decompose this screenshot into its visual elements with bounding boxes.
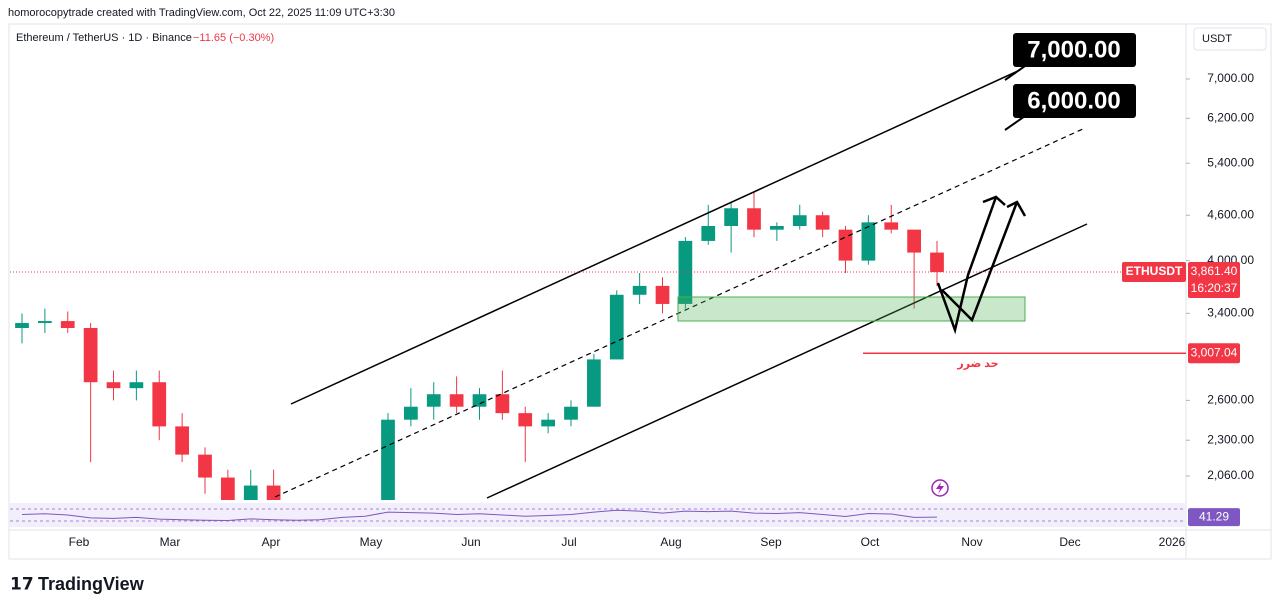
path-arrow (936, 196, 998, 335)
x-tick-label: Nov (961, 535, 982, 549)
candle-body (404, 406, 418, 420)
candle-body (792, 215, 807, 226)
candle-body (632, 285, 647, 295)
target-label: 7,000.00 (1027, 36, 1120, 63)
candle-body (83, 327, 98, 383)
candle-body (609, 294, 624, 360)
stop-text: حد ضرر (956, 358, 998, 370)
candles (15, 191, 944, 500)
channel-lower (486, 223, 1088, 499)
channel-mid (274, 127, 1086, 498)
candle-body (60, 321, 75, 328)
candle-body (221, 477, 235, 500)
logo-mark: 𝟭𝟳 (10, 574, 34, 593)
x-tick-label: Jun (461, 535, 480, 549)
x-tick-label: 2026 (1159, 535, 1186, 549)
candle-body (930, 252, 944, 273)
symbol: Ethereum / TetherUS · 1D · Binance (16, 32, 192, 44)
rsi-tag: 41.29 (1199, 509, 1229, 523)
y-tick-label: 3,400.00 (1207, 306, 1254, 320)
candle-body (884, 222, 899, 230)
countdown: 16:20:37 (1191, 281, 1238, 295)
price-tag-box (1188, 262, 1240, 299)
candle-body (106, 382, 121, 389)
candle-body (472, 394, 487, 407)
candle-body (495, 394, 510, 414)
x-tick-label: Mar (160, 535, 181, 549)
candle-body (587, 359, 601, 407)
y-tick-label: 6,200.00 (1207, 111, 1254, 125)
candle-body (770, 225, 784, 230)
candle-body (838, 229, 853, 261)
target-box (1013, 33, 1136, 67)
event-icon[interactable] (931, 479, 949, 497)
symbol-tag: ETHUSDT (1126, 264, 1183, 278)
y-tick-label: 2,300.00 (1207, 432, 1254, 446)
candle-body (518, 413, 533, 427)
x-tick-label: Feb (69, 535, 90, 549)
candle-body (152, 382, 167, 427)
currency-box[interactable] (1193, 27, 1267, 51)
candle-body (243, 485, 258, 500)
candle-body (449, 394, 464, 407)
target-box (1013, 84, 1136, 118)
path-arrow (941, 201, 1019, 323)
target-pointer (1004, 115, 1026, 131)
arrowhead (1006, 200, 1027, 217)
x-tick-label: Dec (1059, 535, 1080, 549)
candle-body (907, 229, 921, 253)
stop-tag: 3,007.04 (1191, 345, 1238, 359)
price-tag: 3,861.40 (1191, 264, 1238, 278)
candle-body (15, 323, 29, 328)
x-tick-label: Sep (760, 535, 782, 549)
y-tick-label: 5,400.00 (1207, 155, 1254, 169)
candle-body (198, 454, 212, 478)
change: −11.65 (−0.30%) (193, 32, 274, 44)
y-tick-label: 2,600.00 (1207, 393, 1254, 407)
x-tick-label: May (360, 535, 383, 549)
target-pointer (1004, 65, 1026, 81)
candle-body (381, 419, 395, 500)
arrowhead (982, 195, 1006, 206)
target-label: 6,000.00 (1027, 87, 1120, 114)
x-tick-label: Jul (561, 535, 576, 549)
candle-body (38, 321, 52, 324)
rsi-pane (10, 503, 1185, 527)
symbol-tag-box (1122, 262, 1186, 283)
y-tick-label: 4,600.00 (1207, 207, 1254, 221)
candle-body (564, 406, 578, 420)
candle-body (426, 394, 441, 407)
rsi-tag-box (1188, 508, 1240, 527)
event-icon-bolt (936, 482, 944, 494)
drawings (274, 65, 1088, 499)
candle-body (175, 426, 189, 455)
credit: homorocopytrade created with TradingView… (8, 7, 395, 19)
candle-body (129, 382, 144, 389)
currency: USDT (1202, 33, 1232, 45)
candle-body (541, 419, 555, 427)
frame (8, 23, 1272, 560)
candle-body (747, 208, 761, 230)
channel-upper (290, 69, 1021, 405)
stop-tag-box (1188, 343, 1240, 364)
candle-body (701, 225, 716, 241)
demand-zone (677, 296, 1026, 322)
candle-body (655, 285, 670, 304)
y-tick-label: 7,000.00 (1207, 71, 1254, 85)
x-tick-label: Apr (262, 535, 281, 549)
x-tick-label: Oct (861, 535, 880, 549)
y-tick-label: 2,060.00 (1207, 468, 1254, 482)
candle-body (815, 215, 830, 230)
brand: TradingView (38, 574, 145, 594)
rsi-line (21, 509, 938, 522)
candle-body (861, 222, 876, 261)
candle-body (724, 208, 738, 226)
x-tick-label: Aug (660, 535, 681, 549)
